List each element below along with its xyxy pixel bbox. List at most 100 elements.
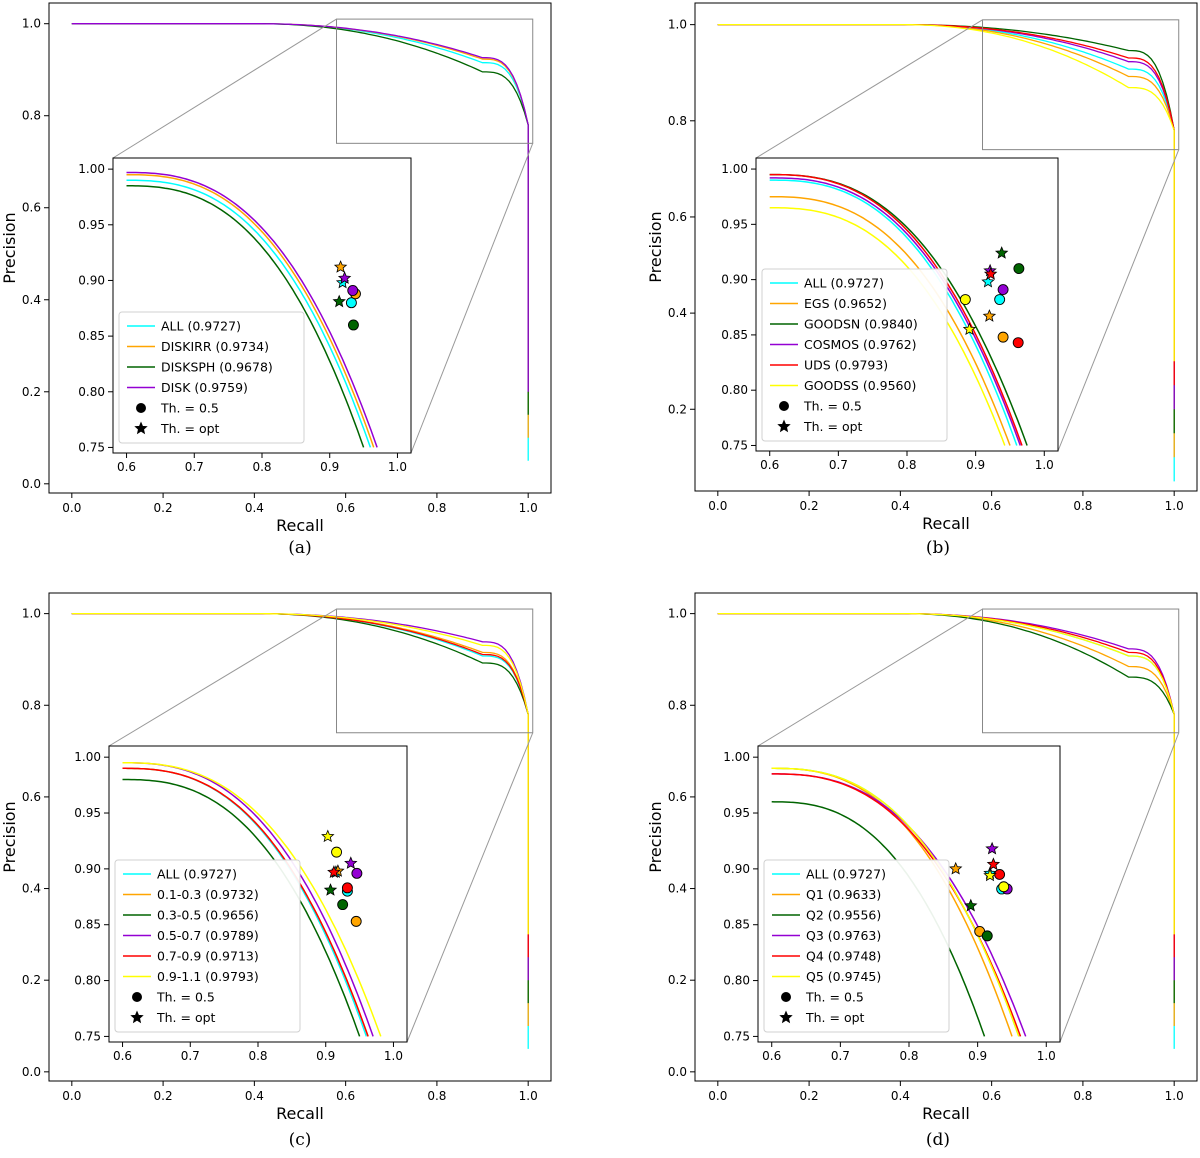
inset-y-tick-label: 0.80 — [78, 385, 105, 399]
opt-marker — [962, 322, 977, 336]
inset-y-tick-label: 1.00 — [78, 162, 105, 176]
inset-x-tick-label: 0.6 — [113, 1049, 132, 1063]
x-tick-label: 0.4 — [891, 499, 910, 513]
inset-y-tick-label: 0.85 — [78, 329, 105, 343]
inset-y-tick-label: 0.85 — [721, 328, 748, 342]
th05-marker — [350, 915, 362, 927]
zoom-box — [336, 608, 534, 734]
inset-y-tick-label: 0.90 — [721, 273, 748, 287]
th05-marker — [347, 285, 359, 296]
zoom-box — [982, 19, 1180, 151]
main-curve-6 — [71, 612, 529, 935]
x-axis-label: Recall — [922, 1104, 970, 1123]
inset-x-tick-label: 0.7 — [181, 1049, 200, 1063]
inset-y-tick-label: 0.75 — [74, 1029, 101, 1043]
y-tick-label: 0.4 — [22, 882, 41, 896]
y-tick-label: 0.4 — [668, 306, 687, 320]
inset-curve-3 — [122, 778, 361, 1037]
th05-marker — [331, 846, 343, 858]
th05-marker — [345, 297, 357, 309]
y-axis-label: Precision — [646, 211, 665, 282]
legend-entry: 0.9-1.1 (0.9793) — [157, 969, 259, 984]
legend-entry: Th. = opt — [156, 1010, 216, 1025]
y-tick-label: 1.0 — [22, 17, 41, 31]
inset-curve-2 — [126, 173, 375, 448]
zoom-connector — [112, 18, 337, 159]
inset-x-tick-label: 0.8 — [248, 1049, 267, 1063]
inset-y-tick-label: 0.90 — [78, 273, 105, 287]
inset-x-tick-label: 0.7 — [185, 460, 204, 474]
legend-entry: Q4 (0.9748) — [806, 949, 881, 964]
opt-marker — [986, 857, 1001, 871]
zoom-connector — [410, 143, 534, 454]
y-axis-label: Precision — [0, 212, 19, 283]
y-tick-label: 0.6 — [22, 790, 41, 804]
zoom-connector — [757, 608, 983, 747]
legend-circle-marker — [136, 403, 146, 413]
x-tick-label: 0.2 — [154, 1089, 173, 1103]
inset-y-tick-label: 0.85 — [74, 918, 101, 932]
inset-y-tick-label: 1.00 — [74, 750, 101, 764]
th05-marker — [981, 930, 993, 942]
zoom-connector — [108, 608, 337, 747]
inset-y-tick-label: 0.75 — [78, 440, 105, 454]
th05-marker — [998, 881, 1010, 893]
zoom-box — [982, 608, 1180, 734]
legend-box — [761, 268, 948, 442]
axes-frame — [48, 2, 552, 494]
legend-entry: COSMOS (0.9762) — [804, 337, 917, 352]
legend-circle-marker — [132, 992, 142, 1002]
x-tick-label: 0.6 — [982, 1089, 1001, 1103]
opt-marker — [983, 267, 998, 280]
opt-marker — [982, 309, 997, 322]
inset-y-tick-label: 0.90 — [723, 862, 750, 876]
legend-star-marker — [779, 1010, 793, 1024]
y-tick-label: 0.8 — [668, 698, 687, 712]
y-tick-label: 0.2 — [22, 973, 41, 987]
inset-curve-5 — [122, 767, 369, 1037]
inset-x-tick-label: 0.8 — [897, 458, 916, 472]
legend-circle-marker — [781, 992, 791, 1002]
inset-y-tick-label: 1.00 — [723, 750, 750, 764]
opt-marker — [964, 898, 978, 912]
panel-c: 0.0 0.2 0.4 0.6 0.8 1.0 0.0 0.2 0.4 0.6 0.8 1.0 Reca… — [0, 592, 552, 1150]
legend-entry: Th. = 0.5 — [156, 990, 215, 1005]
th05-marker — [341, 882, 353, 894]
x-axis-label: Recall — [276, 516, 324, 535]
legend-box — [118, 311, 305, 444]
inset-curve-3 — [126, 185, 365, 448]
inset-y-tick-label: 0.80 — [74, 974, 101, 988]
x-tick-label: 0.8 — [1073, 499, 1092, 513]
th05-marker — [994, 869, 1006, 880]
x-tick-label: 0.2 — [800, 499, 819, 513]
th05-marker — [994, 294, 1006, 305]
th05-marker — [959, 294, 971, 305]
inset-curve-2 — [769, 195, 1011, 446]
panel-a: 0.0 0.2 0.4 0.6 0.8 1.0 0.0 0.2 0.4 0.6 0.8 1.0 Reca… — [0, 2, 552, 558]
inset-x-tick-label: 0.9 — [968, 1049, 987, 1063]
x-axis-label: Recall — [922, 514, 970, 533]
x-tick-label: 1.0 — [519, 1089, 538, 1103]
opt-marker — [333, 260, 348, 273]
x-tick-label: 1.0 — [1165, 1089, 1184, 1103]
inset-x-tick-label: 0.7 — [829, 458, 848, 472]
legend-entry: DISKIRR (0.9734) — [161, 339, 269, 354]
th05-marker — [997, 284, 1009, 296]
opt-marker — [332, 294, 346, 308]
legend-entry: Th. = 0.5 — [805, 990, 864, 1005]
inset-x-tick-label: 0.9 — [966, 458, 985, 472]
legend-entry: ALL (0.9727) — [806, 867, 886, 882]
inset-y-tick-label: 0.75 — [721, 438, 748, 452]
opt-marker — [994, 246, 1009, 259]
opt-marker — [337, 271, 352, 284]
legend-entry: 0.5-0.7 (0.9789) — [157, 928, 259, 943]
inset-x-tick-label: 0.6 — [762, 1049, 781, 1063]
inset-y-tick-label: 0.80 — [721, 383, 748, 397]
legend-entry: GOODSN (0.9840) — [804, 317, 918, 332]
panel-caption: (d) — [926, 1130, 950, 1150]
axes-frame — [48, 592, 552, 1082]
x-tick-label: 0.6 — [336, 1089, 355, 1103]
panel-d: 0.0 0.2 0.4 0.6 0.8 1.0 0.0 0.2 0.4 0.6 0.8 1.0 Reca… — [646, 592, 1198, 1150]
inset-curve-4 — [126, 171, 378, 448]
th05-marker — [1013, 263, 1025, 275]
